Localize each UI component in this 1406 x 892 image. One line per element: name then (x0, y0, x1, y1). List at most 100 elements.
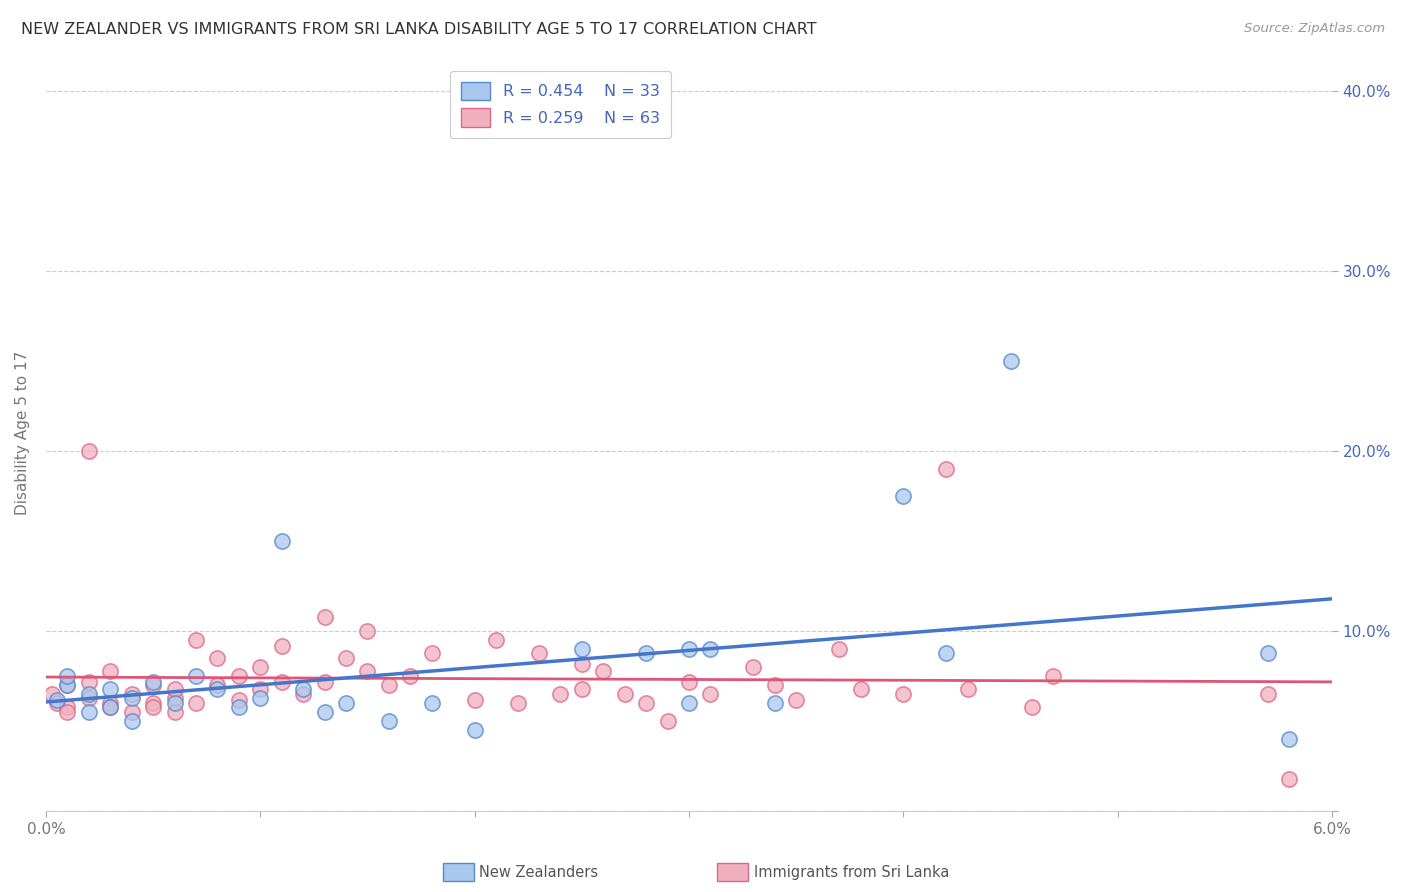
Point (270, 534, 292, 549)
Point (742, 660, 765, 674)
Point (464, 723, 486, 738)
Point (613, 687, 636, 701)
Point (678, 697, 700, 711)
Point (121, 687, 143, 701)
Point (785, 693, 807, 707)
Point (184, 697, 207, 711)
Point (550, 687, 572, 701)
Point (249, 681, 271, 696)
Point (41, 687, 63, 701)
Point (378, 678, 401, 692)
Point (571, 657, 593, 671)
Point (292, 681, 315, 696)
Point (228, 669, 250, 683)
Point (763, 697, 786, 711)
Point (314, 610, 336, 624)
Point (270, 674, 292, 689)
Point (527, 646, 550, 660)
Point (420, 646, 443, 660)
Point (77, 706, 100, 720)
Point (56, 700, 79, 714)
Point (356, 664, 378, 678)
Point (228, 700, 250, 714)
Y-axis label: Disability Age 5 to 17: Disability Age 5 to 17 (15, 351, 30, 516)
Point (356, 624, 378, 639)
Point (163, 691, 186, 706)
Point (893, 687, 915, 701)
Point (142, 697, 165, 711)
Point (142, 678, 165, 692)
Point (77, 444, 100, 458)
Point (763, 678, 786, 692)
Point (45, 693, 67, 707)
Point (207, 681, 229, 696)
Point (98, 681, 121, 696)
Point (184, 633, 207, 648)
Point (935, 462, 957, 476)
Legend: R = 0.454    N = 33, R = 0.259    N = 63: R = 0.454 N = 33, R = 0.259 N = 63 (450, 70, 671, 138)
Point (420, 697, 443, 711)
Point (678, 642, 700, 657)
Point (1257, 646, 1279, 660)
Point (77, 687, 100, 701)
Point (935, 646, 957, 660)
Point (98, 664, 121, 678)
Point (464, 693, 486, 707)
Point (142, 674, 165, 689)
Point (121, 714, 143, 729)
Point (699, 642, 721, 657)
Point (699, 687, 721, 701)
Point (1257, 687, 1279, 701)
Point (849, 681, 872, 696)
Point (270, 639, 292, 653)
Point (98, 697, 121, 711)
Point (77, 674, 100, 689)
Point (163, 697, 186, 711)
Point (121, 706, 143, 720)
Point (249, 660, 271, 674)
Point (314, 674, 336, 689)
Point (163, 706, 186, 720)
Point (592, 664, 614, 678)
Point (98, 700, 121, 714)
Text: New Zealanders: New Zealanders (479, 865, 599, 880)
Point (571, 681, 593, 696)
Point (56, 678, 79, 692)
Point (249, 691, 271, 706)
Point (657, 714, 679, 729)
Text: Source: ZipAtlas.com: Source: ZipAtlas.com (1244, 22, 1385, 36)
Point (292, 687, 315, 701)
Point (56, 706, 79, 720)
Point (163, 681, 186, 696)
Point (378, 714, 401, 729)
Point (142, 700, 165, 714)
Point (184, 669, 207, 683)
Point (506, 697, 529, 711)
Point (1278, 772, 1301, 786)
Point (678, 674, 700, 689)
Point (228, 693, 250, 707)
Point (314, 706, 336, 720)
Text: Immigrants from Sri Lanka: Immigrants from Sri Lanka (754, 865, 949, 880)
Point (893, 489, 915, 503)
Point (335, 651, 357, 665)
Point (98, 700, 121, 714)
Point (636, 646, 658, 660)
Point (571, 642, 593, 657)
Point (207, 678, 229, 692)
Point (828, 642, 851, 657)
Point (45, 697, 67, 711)
Point (77, 691, 100, 706)
Point (335, 697, 357, 711)
Point (56, 678, 79, 692)
Point (1021, 700, 1043, 714)
Point (485, 633, 508, 648)
Point (956, 681, 979, 696)
Point (56, 669, 79, 683)
Text: NEW ZEALANDER VS IMMIGRANTS FROM SRI LANKA DISABILITY AGE 5 TO 17 CORRELATION CH: NEW ZEALANDER VS IMMIGRANTS FROM SRI LAN… (21, 22, 817, 37)
Point (1042, 669, 1064, 683)
Point (207, 651, 229, 665)
Point (1000, 354, 1022, 368)
Point (121, 691, 143, 706)
Point (399, 669, 422, 683)
